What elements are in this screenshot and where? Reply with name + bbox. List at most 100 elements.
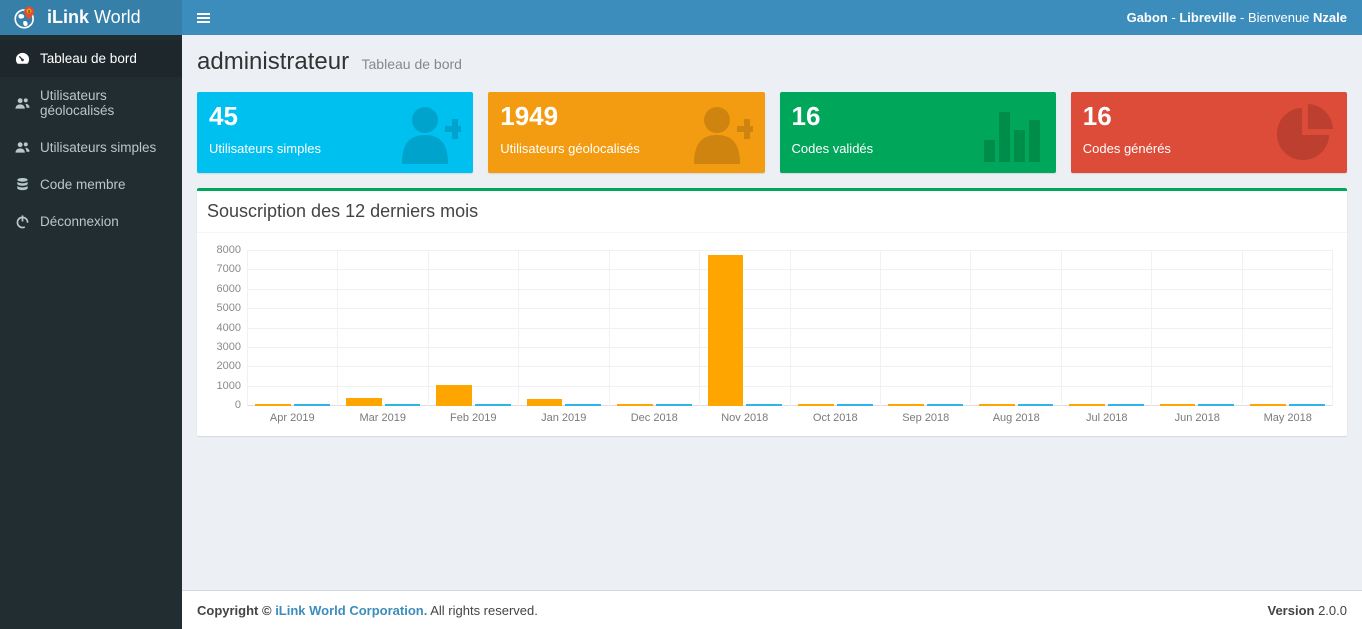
card-codes-generes: 16 Codes générés — [1070, 92, 1347, 173]
sidebar-item-label: Tableau de bord — [40, 51, 137, 66]
pie-chart-icon — [1273, 102, 1335, 164]
card-value: 16 — [1082, 101, 1112, 131]
stat-cards-row: 45 Utilisateurs simples 1949 Utilisateur… — [197, 92, 1347, 173]
x-tick-label: Aug 2018 — [992, 412, 1040, 424]
bar-series-2-jul-2018 — [1108, 404, 1144, 406]
x-tick-label: Jun 2018 — [1174, 412, 1220, 424]
bar-series-1-nov-2018 — [707, 254, 744, 406]
card-value: 45 — [209, 101, 238, 131]
bar-group-mar-2019 — [338, 251, 429, 406]
sidebar-item-deconnexion[interactable]: Déconnexion — [0, 203, 182, 240]
x-tick-label: Mar 2019 — [359, 412, 406, 424]
bar-series-1-may-2018 — [1250, 404, 1286, 406]
page-header: administrateur Tableau de bord — [197, 48, 1347, 76]
bar-group-dec-2018 — [610, 251, 701, 406]
card-value: 1949 — [500, 101, 559, 131]
card-label: Utilisateurs géolocalisés — [500, 140, 640, 156]
sidebar-item-utilisateurs-geolocalises[interactable]: Utilisateurs géolocalisés — [0, 77, 182, 129]
bar-series-1-feb-2019 — [436, 384, 473, 406]
card-utilisateurs-geolocalises: 1949 Utilisateurs géolocalisés — [488, 92, 765, 173]
bar-series-1-jan-2019 — [526, 399, 563, 406]
bar-group-may-2018 — [1243, 251, 1334, 406]
x-tick-label: Apr 2019 — [269, 412, 315, 424]
chart-body: 0 1000 2000 3000 4000 5000 6000 7000 8000 Apr 20… — [197, 233, 1347, 436]
bar-group-nov-2018 — [700, 251, 791, 406]
sidebar-item-code-membre[interactable]: Code membre — [0, 166, 182, 203]
x-tick-label: Oct 2018 — [812, 412, 858, 424]
bar-group-feb-2019 — [429, 251, 520, 406]
database-icon — [17, 177, 28, 191]
x-tick-label: Dec 2018 — [630, 412, 678, 424]
subscription-chart-box: Souscription des 12 derniers mois 0 1000 2… — [197, 188, 1347, 436]
y-tick-label: 0 — [234, 399, 241, 411]
bar-group-aug-2018 — [971, 251, 1062, 406]
bar-series-2-oct-2018 — [836, 404, 873, 406]
card-label: Codes générés — [1082, 140, 1171, 156]
sidebar: Tableau de bord Utilisateurs géolocalisé… — [0, 35, 182, 629]
top-navbar: Gabon - Libreville - Bienvenue Nzale — [182, 0, 1362, 35]
bar-series-1-jun-2018 — [1159, 404, 1196, 406]
sidebar-item-label: Code membre — [40, 177, 126, 192]
bar-groups — [247, 251, 1334, 406]
y-tick-label: 1000 — [216, 379, 241, 392]
sidebar-item-tableau-de-bord[interactable]: Tableau de bord — [0, 40, 182, 77]
card-value: 16 — [791, 101, 821, 131]
bar-series-2-jun-2018 — [1198, 404, 1235, 406]
y-tick-label: 6000 — [216, 282, 241, 295]
y-tick-label: 8000 — [216, 244, 241, 256]
y-tick-label: 3000 — [216, 340, 241, 353]
bar-series-2-feb-2019 — [475, 404, 511, 406]
bar-series-2-sep-2018 — [927, 404, 963, 406]
chart-title: Souscription des 12 derniers mois — [197, 191, 1347, 233]
x-tick-label: Jan 2019 — [541, 412, 587, 424]
sidebar-item-utilisateurs-simples[interactable]: Utilisateurs simples — [0, 129, 182, 166]
bar-series-1-mar-2019 — [345, 398, 382, 406]
user-plus-icon — [395, 102, 462, 164]
bar-chart-icon — [982, 104, 1044, 162]
user-plus-icon — [687, 102, 753, 164]
y-tick-label: 4000 — [216, 321, 241, 334]
grid-line — [247, 250, 1333, 251]
main-content: administrateur Tableau de bord 45 Utilis… — [182, 35, 1362, 590]
y-tick-label: 2000 — [216, 360, 241, 373]
x-tick-label: Jul 2018 — [1085, 412, 1128, 424]
card-label: Utilisateurs simples — [209, 140, 321, 156]
y-tick-label: 5000 — [216, 302, 241, 315]
bar-series-1-oct-2018 — [797, 404, 834, 406]
bar-series-2-jan-2019 — [565, 404, 602, 406]
user-location-greeting: Gabon - Libreville - Bienvenue Nzale — [1126, 10, 1347, 25]
bar-series-1-aug-2018 — [978, 404, 1015, 406]
bar-series-2-may-2018 — [1288, 404, 1325, 406]
power-icon — [16, 215, 29, 229]
card-utilisateurs-simples: 45 Utilisateurs simples — [197, 92, 474, 173]
x-tick-label: May 2018 — [1263, 412, 1312, 424]
brand-logo[interactable]: $ iLink World — [0, 0, 182, 35]
company-link[interactable]: iLink World Corporation. — [275, 602, 428, 618]
svg-text:$: $ — [28, 8, 31, 14]
bar-group-jul-2018 — [1062, 251, 1153, 406]
bar-series-1-jul-2018 — [1069, 404, 1105, 406]
card-codes-valides: 16 Codes validés — [779, 92, 1056, 173]
bar-series-2-dec-2018 — [655, 404, 692, 406]
sidebar-toggle-button[interactable] — [182, 0, 225, 35]
bar-series-1-apr-2019 — [255, 404, 292, 406]
y-tick-label: 7000 — [216, 263, 241, 276]
footer-copyright: Copyright © iLink World Corporation. All… — [197, 602, 538, 618]
bar-group-jun-2018 — [1152, 251, 1243, 406]
bar-series-2-aug-2018 — [1017, 404, 1054, 406]
footer-version: Version 2.0.0 — [1267, 602, 1348, 618]
sidebar-item-label: Utilisateurs simples — [40, 140, 157, 155]
users-icon — [15, 142, 30, 153]
chart-plot: 0 1000 2000 3000 4000 5000 6000 7000 8000 — [217, 245, 1334, 411]
bar-group-apr-2019 — [248, 251, 339, 406]
bar-series-1-sep-2018 — [888, 404, 925, 406]
bar-series-2-apr-2019 — [294, 404, 331, 406]
chart-x-axis: Apr 2019 Mar 2019 Feb 2019 Jan 2019 Dec 2018… — [247, 412, 1333, 424]
bar-group-sep-2018 — [881, 251, 972, 406]
x-tick-label: Feb 2019 — [450, 412, 497, 424]
bar-group-jan-2019 — [519, 251, 610, 406]
x-tick-label: Nov 2018 — [721, 412, 769, 424]
page-title: administrateur — [197, 48, 350, 75]
dashboard-icon — [15, 52, 30, 64]
sidebar-item-label: Déconnexion — [40, 214, 119, 229]
